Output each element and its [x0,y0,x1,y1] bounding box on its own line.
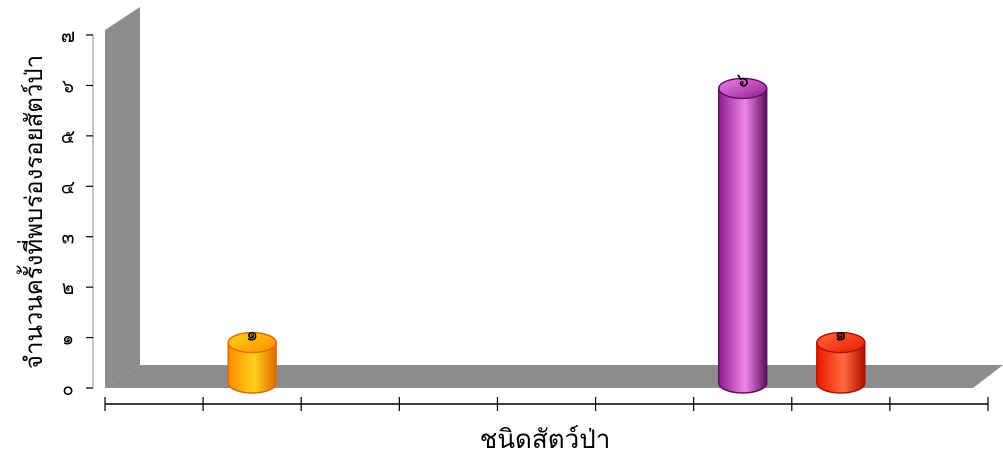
y-tick-label: ๑ [62,328,74,350]
bar-data-label: ๑ [246,324,258,346]
bar-top [227,331,277,354]
y-tick-label: ๐ [62,378,74,400]
y-tick-label: ๒ [62,277,75,299]
bar-body [718,87,768,394]
y-tick-label: ๓ [62,227,75,249]
chart-floor [105,365,1003,388]
y-tick-label: ๕ [61,126,75,148]
bar-data-label: ๖ [737,69,749,91]
bar-top [816,331,866,354]
bar-body [816,341,866,394]
y-tick-label: ๔ [61,176,75,198]
bar-body [227,341,277,394]
chart-side-wall [105,7,140,388]
x-axis-ticks [104,397,989,411]
bar-cylinder [227,331,277,394]
bar-data-label: ๑ [835,324,847,346]
chart-axes [92,35,988,405]
chart-bars [227,77,866,394]
x-axis-title: ชนิดสัตว์ป่า [480,425,611,455]
y-tick-label: ๖ [62,75,74,97]
y-tick-label: ๗ [61,25,75,47]
y-axis-title: จำนวนครั้งที่พบร่องรอยสัตว์ป่า [16,55,48,369]
bar-top [718,77,768,100]
chart-3d-walls [105,7,1003,388]
bar-cylinder [816,331,866,394]
chart-data-labels: ๑ ๖๑ [246,69,847,345]
y-axis-ticks: ๐ ๑ ๒ ๓ ๔ ๕ ๖ ๗ [61,25,93,400]
bar-cylinder [718,77,768,394]
